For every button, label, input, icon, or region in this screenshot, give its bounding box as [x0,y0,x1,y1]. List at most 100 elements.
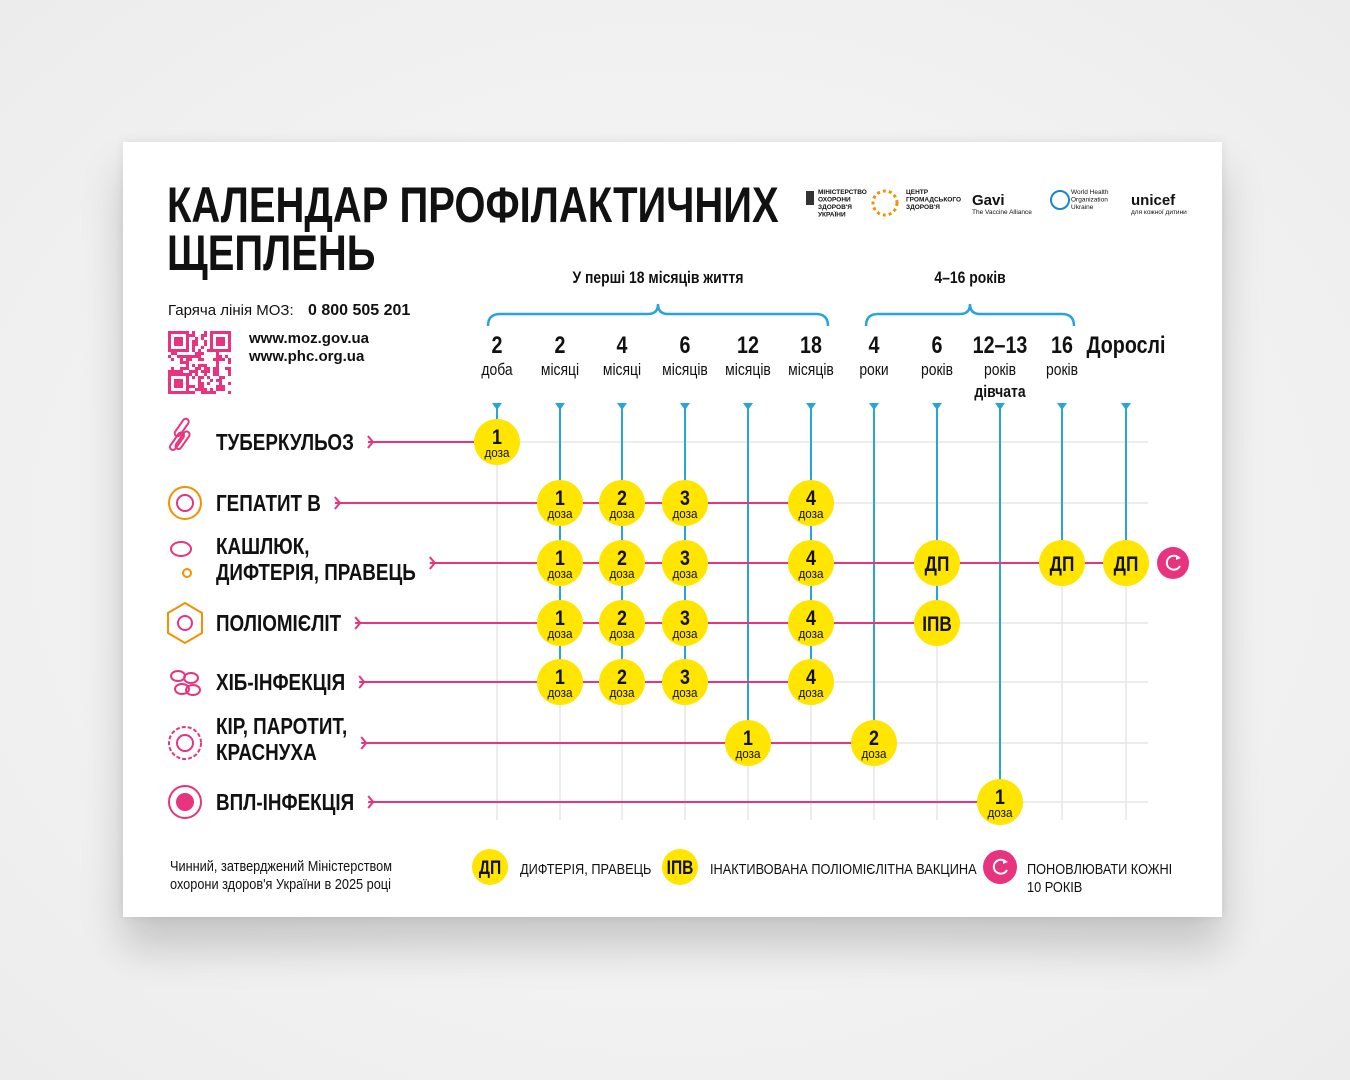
dose-number: 1 [555,547,565,571]
column-header: місяці [541,361,579,380]
qr-module [207,382,210,385]
qr-module [216,379,219,382]
dose-number: 3 [680,487,690,511]
qr-module [174,343,177,346]
dose-number: 4 [806,607,816,631]
qr-module [174,352,177,355]
qr-module [177,331,180,334]
qr-module [168,376,171,379]
legend-renew-icon [983,850,1017,884]
dose [788,540,834,586]
qr-module [210,349,213,352]
column-header: 6 [680,331,691,358]
qr-module [195,370,198,373]
icon-part [168,785,202,819]
qr-module [222,388,225,391]
disease-name: КІР, ПАРОТИТ, [216,714,347,739]
column-header: 18 [800,331,822,358]
dose [599,659,645,705]
qr-module [183,391,186,394]
qr-module [201,388,204,391]
qr-module [213,370,216,373]
qr-module [186,355,189,358]
qr-module [183,355,186,358]
qr-module [183,349,186,352]
qr-module [222,337,225,340]
qr-module [192,370,195,373]
dose-number: 1 [555,607,565,631]
schedule-arrow [680,403,690,410]
qr-module [186,349,189,352]
qr-module [198,358,201,361]
column-header: 6 [932,331,943,358]
qr-module [174,331,177,334]
qr-module [177,391,180,394]
qr-module [219,379,222,382]
qr-module [192,385,195,388]
qr-module [213,331,216,334]
qr-module [174,391,177,394]
dose-number: 3 [680,547,690,571]
dose [599,540,645,586]
dose-unit: доза [861,746,886,761]
qr-module [192,334,195,337]
qr-module [174,373,177,376]
qr-module [198,352,201,355]
logo-mark [1050,190,1070,210]
logo-mark [871,189,899,217]
qr-module [219,355,222,358]
qr-module [228,331,231,334]
dose-symbol: ДП [1050,554,1075,577]
qr-module [204,391,207,394]
qr-module [177,340,180,343]
qr-module [216,352,219,355]
qr-module [168,334,171,337]
qr-module [180,349,183,352]
dose-unit: доза [609,685,634,700]
qr-module [201,376,204,379]
disease-name: ВПЛ-ІНФЕКЦІЯ [216,790,354,815]
qr-module [204,388,207,391]
qr-module [192,343,195,346]
qr-module [186,376,189,379]
qr-module [201,385,204,388]
qr-module [213,391,216,394]
dose-unit: доза [672,566,697,581]
qr-module [207,349,210,352]
qr-module [186,388,189,391]
qr-module [204,370,207,373]
dose [662,659,708,705]
timeline-start [429,556,437,570]
logo-text: Ukraine [1071,204,1094,211]
timeline-start [367,435,375,449]
qr-module [210,340,213,343]
qr-module [207,367,210,370]
qr-module [216,358,219,361]
qr-module [201,364,204,367]
qr-module [180,355,183,358]
qr-module [186,367,189,370]
group-label: У перші 18 місяців життя [572,269,743,288]
column-header: Дорослі [1087,331,1166,358]
qr-module [228,337,231,340]
icon-part [177,615,193,631]
qr-module [198,382,201,385]
qr-module [183,361,186,364]
column-header: дівчата [974,383,1025,402]
dose-unit: доза [609,506,634,521]
legend-text: ПОНОВЛЮВАТИ КОЖНІ [1027,860,1172,877]
qr-module [198,364,201,367]
qr-module [183,373,186,376]
dose-unit: доза [987,805,1012,820]
dose-unit: доза [547,566,572,581]
group-label: 4–16 років [934,269,1005,288]
group-brace [864,303,1076,327]
legend-symbol-text: ДП [479,857,501,879]
dose-number: 1 [555,666,565,690]
dose [788,600,834,646]
disease-icon [168,726,202,760]
dose-symbol: ДП [925,554,950,577]
qr-module [219,376,222,379]
qr-module [219,340,222,343]
logo-text: World Health [1071,189,1109,196]
